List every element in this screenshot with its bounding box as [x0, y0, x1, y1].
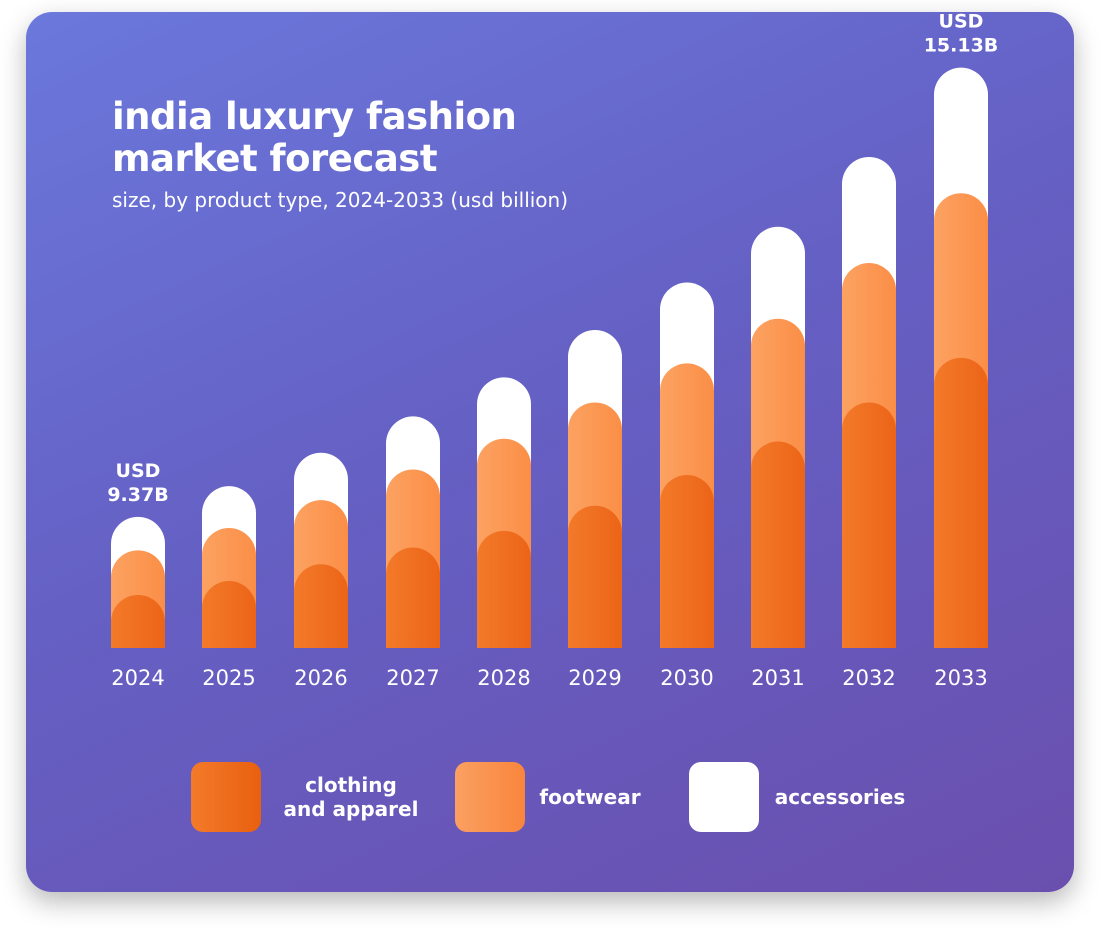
- bar-clothing-and-apparel-2025: [202, 581, 256, 648]
- chart-subtitle: size, by product type, 2024-2033 (usd bi…: [112, 188, 569, 212]
- legend-label-clothing: clothing and apparel: [261, 773, 441, 821]
- x-tick-label-2025: 2025: [202, 666, 255, 690]
- x-tick-label-2031: 2031: [751, 666, 804, 690]
- total-label-2033-line-1: USD: [939, 12, 984, 33]
- legend-swatch-footwear: [455, 762, 525, 832]
- bar-clothing-and-apparel-2030: [660, 475, 714, 648]
- bar-clothing-and-apparel-2028: [477, 530, 531, 648]
- chart-title: india luxury fashion market forecast: [112, 95, 517, 180]
- total-label-2033-line-2: 15.13B: [924, 35, 999, 57]
- total-label-2024-line-1: USD: [116, 460, 161, 482]
- x-tick-label-2024: 2024: [111, 666, 164, 690]
- bar-clothing-and-apparel-2032: [842, 402, 896, 648]
- x-tick-label-2032: 2032: [842, 666, 895, 690]
- legend-swatch-clothing: [191, 762, 261, 832]
- bar-clothing-and-apparel-2027: [386, 547, 440, 648]
- bar-clothing-and-apparel-2024: [111, 594, 165, 648]
- chart-card: india luxury fashion market forecast siz…: [26, 12, 1074, 892]
- x-tick-label-2033: 2033: [934, 666, 987, 690]
- stacked-bar-chart: 2024 2025 2026 2027 2028 2029 2030 2031 2032 2033…: [107, 12, 999, 690]
- legend-item-clothing: clothing and apparel: [191, 762, 441, 832]
- x-tick-label-2029: 2029: [568, 666, 621, 690]
- legend-label-clothing-line-2: and apparel: [283, 797, 419, 821]
- bar-clothing-and-apparel-2031: [751, 441, 805, 648]
- legend-item-footwear: footwear: [455, 762, 655, 832]
- bar-clothing-and-apparel-2026: [294, 564, 348, 648]
- legend-item-accessories: accessories: [689, 762, 921, 832]
- legend-label-footwear: footwear: [539, 785, 641, 809]
- x-tick-label-2026: 2026: [294, 666, 347, 690]
- legend-label-clothing-line-1: clothing: [305, 773, 397, 797]
- x-tick-label-2028: 2028: [477, 666, 530, 690]
- chart-title-line-2: market forecast: [112, 137, 438, 180]
- x-tick-label-2030: 2030: [660, 666, 713, 690]
- bar-clothing-and-apparel-2029: [568, 505, 622, 648]
- x-tick-label-2027: 2027: [386, 666, 439, 690]
- total-label-2024-line-2: 9.37B: [107, 484, 168, 506]
- legend-swatch-accessories: [689, 762, 759, 832]
- chart-title-line-1: india luxury fashion: [112, 95, 517, 138]
- legend-label-accessories: accessories: [774, 785, 906, 809]
- bar-clothing-and-apparel-2033: [934, 357, 988, 648]
